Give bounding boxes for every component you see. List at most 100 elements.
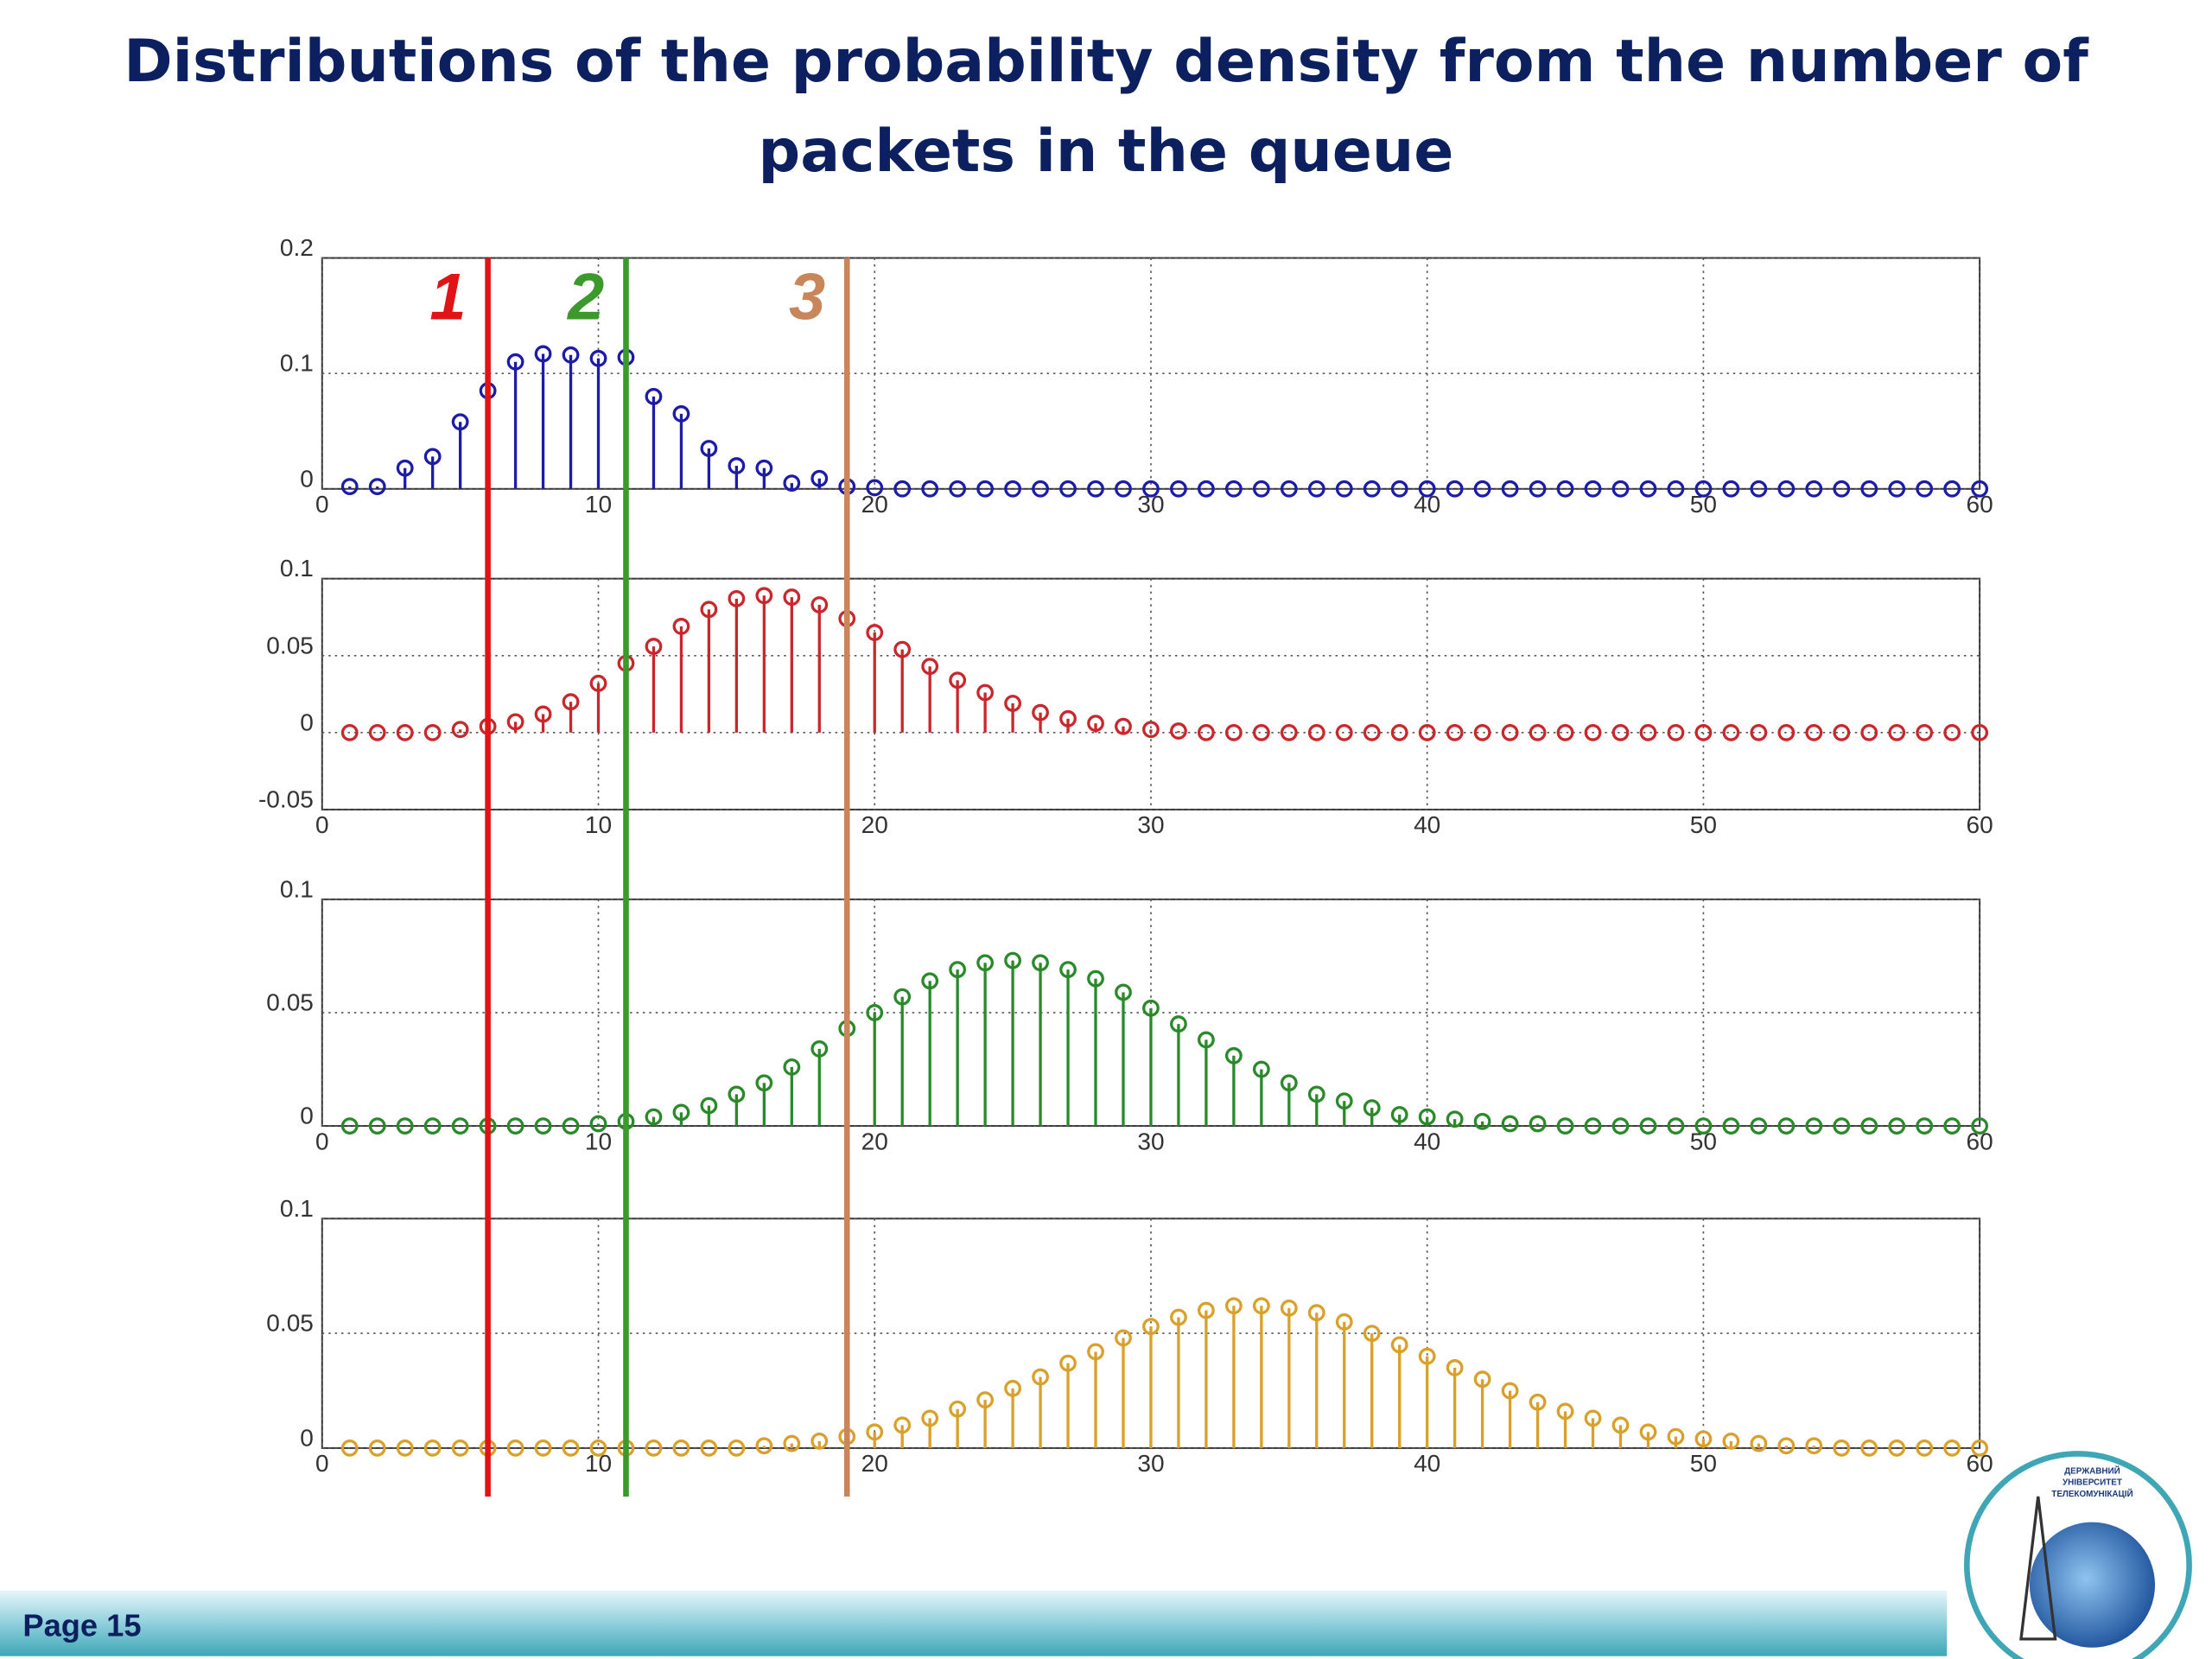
stem: [368, 723, 386, 741]
stem: [1004, 1379, 1021, 1448]
stem: [1446, 1359, 1464, 1448]
stem: [1584, 1409, 1602, 1448]
stem-marker: [1363, 1325, 1381, 1342]
stem: [589, 1439, 607, 1457]
stem: [1888, 1117, 1906, 1135]
stem: [1501, 480, 1519, 498]
stem-marker: [949, 961, 967, 979]
y-tick-label: 0: [300, 465, 314, 492]
stem: [506, 1117, 524, 1135]
stem: [1032, 480, 1049, 498]
stem: [893, 480, 912, 498]
stem: [1252, 1297, 1270, 1448]
stem: [1115, 717, 1132, 735]
stem: [728, 1439, 746, 1457]
stem: [949, 961, 967, 1127]
stem-marker: [1087, 715, 1104, 733]
stem: [1142, 480, 1160, 498]
stem: [1639, 723, 1657, 741]
stem: [368, 1117, 386, 1135]
stem-marker: [976, 683, 995, 702]
stem-marker: [1722, 480, 1740, 498]
stem-marker: [1971, 1439, 1989, 1457]
stem: [1722, 480, 1740, 498]
stem-marker: [1446, 1359, 1464, 1376]
stem-marker: [1943, 723, 1961, 741]
stem-marker: [728, 1085, 746, 1103]
stem: [1142, 721, 1160, 739]
stem-marker: [1390, 1106, 1408, 1123]
stem: [534, 345, 552, 489]
stem-marker: [1004, 951, 1021, 969]
stem-marker: [1667, 723, 1685, 741]
stem-marker: [1943, 480, 1961, 498]
stem: [1363, 480, 1381, 498]
stem: [1888, 723, 1906, 741]
stem: [1777, 480, 1796, 498]
stem-marker: [949, 1400, 967, 1418]
stem-marker: [423, 1439, 442, 1457]
stem-marker: [1860, 1117, 1878, 1135]
stem-marker: [893, 1416, 912, 1434]
stem-marker: [976, 954, 995, 972]
stem: [1805, 1117, 1823, 1135]
stem: [1087, 1343, 1104, 1448]
stem-marker: [1611, 480, 1630, 498]
stem: [1556, 480, 1574, 498]
stem-marker: [1777, 1437, 1796, 1455]
x-tick-label: 20: [861, 811, 888, 838]
stem-marker: [451, 1117, 469, 1135]
y-tick-label: 0.05: [266, 632, 314, 658]
stem-marker: [1115, 717, 1132, 735]
stem-marker: [1750, 480, 1768, 498]
stem: [1667, 1427, 1685, 1448]
stem-marker: [1529, 1115, 1547, 1133]
stem: [396, 459, 414, 489]
stem: [783, 1434, 801, 1452]
stem-marker: [1335, 1092, 1353, 1110]
x-tick-label: 20: [861, 1450, 888, 1477]
stem: [1916, 480, 1934, 498]
stem: [728, 457, 746, 489]
x-tick-label: 40: [1414, 1128, 1440, 1154]
stem: [1556, 1402, 1574, 1448]
stem: [1280, 1074, 1298, 1127]
stem-marker: [1032, 703, 1049, 721]
stem-marker: [1501, 480, 1519, 498]
stem: [783, 588, 801, 733]
stem-marker: [1805, 1437, 1823, 1455]
x-tick-label: 20: [861, 1128, 888, 1154]
stem-marker: [755, 1437, 773, 1455]
stem-marker: [1252, 1297, 1270, 1315]
x-tick-label: 50: [1690, 1450, 1717, 1477]
stem: [1170, 480, 1187, 498]
stem: [755, 1074, 773, 1127]
stem: [1584, 480, 1602, 498]
stem: [755, 587, 773, 733]
stem: [423, 448, 442, 489]
stem: [1833, 1117, 1851, 1135]
stem-marker: [1888, 480, 1906, 498]
stem-marker: [1307, 480, 1325, 498]
stem-marker: [1335, 480, 1353, 498]
stem: [1280, 723, 1298, 741]
stem: [340, 723, 359, 741]
stem-marker: [1556, 1117, 1574, 1135]
stem: [1170, 1015, 1187, 1127]
stem: [1584, 1117, 1602, 1135]
stem: [1059, 1354, 1077, 1448]
stem-marker: [368, 478, 386, 495]
stem-marker: [506, 1117, 524, 1135]
stem-marker: [1363, 1099, 1381, 1117]
stem: [1335, 1092, 1353, 1127]
stem-marker: [1916, 480, 1934, 498]
stem-marker: [783, 1434, 801, 1452]
stem-marker: [1584, 480, 1602, 498]
stem-marker: [949, 480, 967, 498]
y-tick-label: 0.1: [280, 875, 314, 902]
stem-marker: [1032, 954, 1049, 972]
y-tick-label: 0: [300, 1103, 314, 1129]
